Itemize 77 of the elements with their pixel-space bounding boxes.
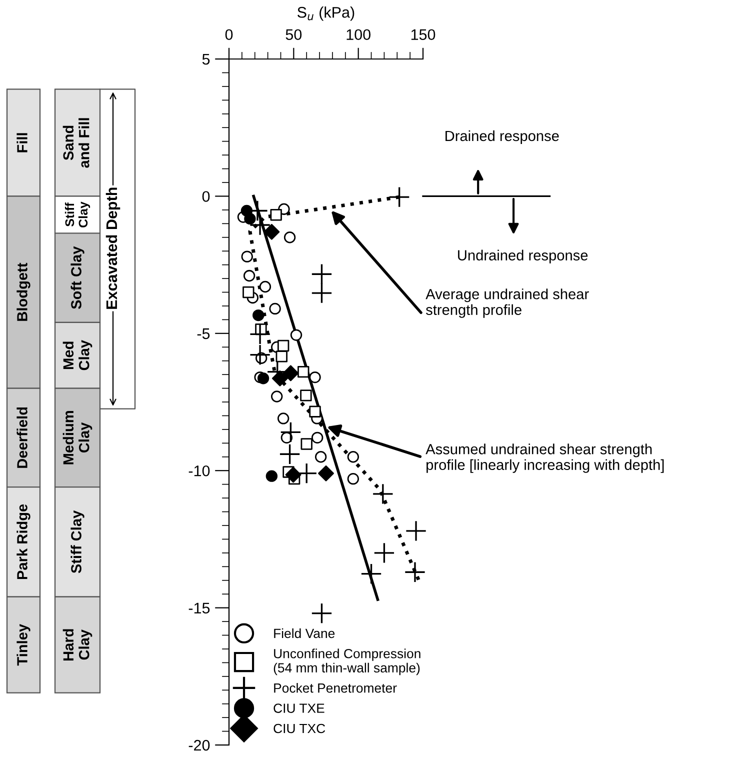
point [241,250,253,262]
point [311,263,332,285]
point [311,282,332,304]
text: Hard Clay [62,629,92,660]
point [318,465,334,482]
point [298,366,310,378]
x-tick-label: 100 [346,29,370,40]
point [347,451,360,463]
point [252,309,264,322]
point [285,466,302,483]
text: Soft Clay [70,246,84,310]
point [360,563,382,584]
y-tick-label: -15 [188,602,210,614]
point [372,483,394,505]
text: Park Ridge [16,504,30,580]
legend-label: CIU TXE [274,704,324,713]
text: Fill [16,133,28,152]
point [242,286,254,298]
point [311,432,324,444]
point [311,602,332,624]
x-axis-title: S$_{u}$ (kPa) [298,6,354,21]
point [243,270,256,282]
point [290,329,302,341]
point [272,370,288,386]
text: Med Clay [62,340,92,370]
y-tick-label: -10 [188,465,210,476]
point [374,542,395,564]
legend-label: Field Vane [274,628,335,638]
point [259,280,272,293]
point [300,390,312,402]
point [314,451,327,463]
point [300,438,312,450]
annotation: Average undrained shear strength profile [426,288,589,318]
point [264,224,280,240]
y-tick-label: 0 [202,191,210,202]
text: Drained response [446,130,559,144]
point [257,372,270,384]
text: Undrained response [458,250,588,264]
point [277,412,290,424]
text: Tinley [16,624,30,666]
text: Stiff Clay [64,202,90,228]
text: Sand and Fill [62,118,90,168]
point [347,472,360,485]
text: Excavated Depth [106,188,120,309]
text: Deerfield [16,407,28,468]
point [276,350,288,362]
point [280,422,302,443]
point [404,561,426,583]
text: Blodgett [16,262,30,321]
point [249,214,271,236]
x-tick-label: 50 [286,29,302,40]
y-tick-label: 5 [202,54,210,65]
point [277,340,290,352]
text: Medium Clay [62,411,92,464]
point [266,470,278,482]
point [284,232,296,244]
point [271,390,283,402]
point [244,212,256,225]
text: Stiff Clay [70,510,84,574]
point [270,209,282,221]
point [269,302,281,315]
y-tick-label: -5 [197,328,210,340]
y-tick-label: -20 [188,740,210,751]
legend-label: Unconfined Compression (54 mm thin-wall sample) [274,648,420,676]
point [309,406,321,418]
point [279,443,300,465]
point [405,520,427,542]
point [282,365,299,382]
point [249,324,271,345]
legend-label: Pocket Penetrometer [274,683,397,693]
point [249,344,271,366]
point [309,371,321,384]
x-tick-label: 0 [225,29,233,40]
x-tick-label: 150 [411,29,436,40]
annotation: Assumed undrained shear strength profile [linearly increasing with depth] [426,444,664,473]
point [388,186,410,208]
legend-label: CIU TXC [274,724,326,734]
